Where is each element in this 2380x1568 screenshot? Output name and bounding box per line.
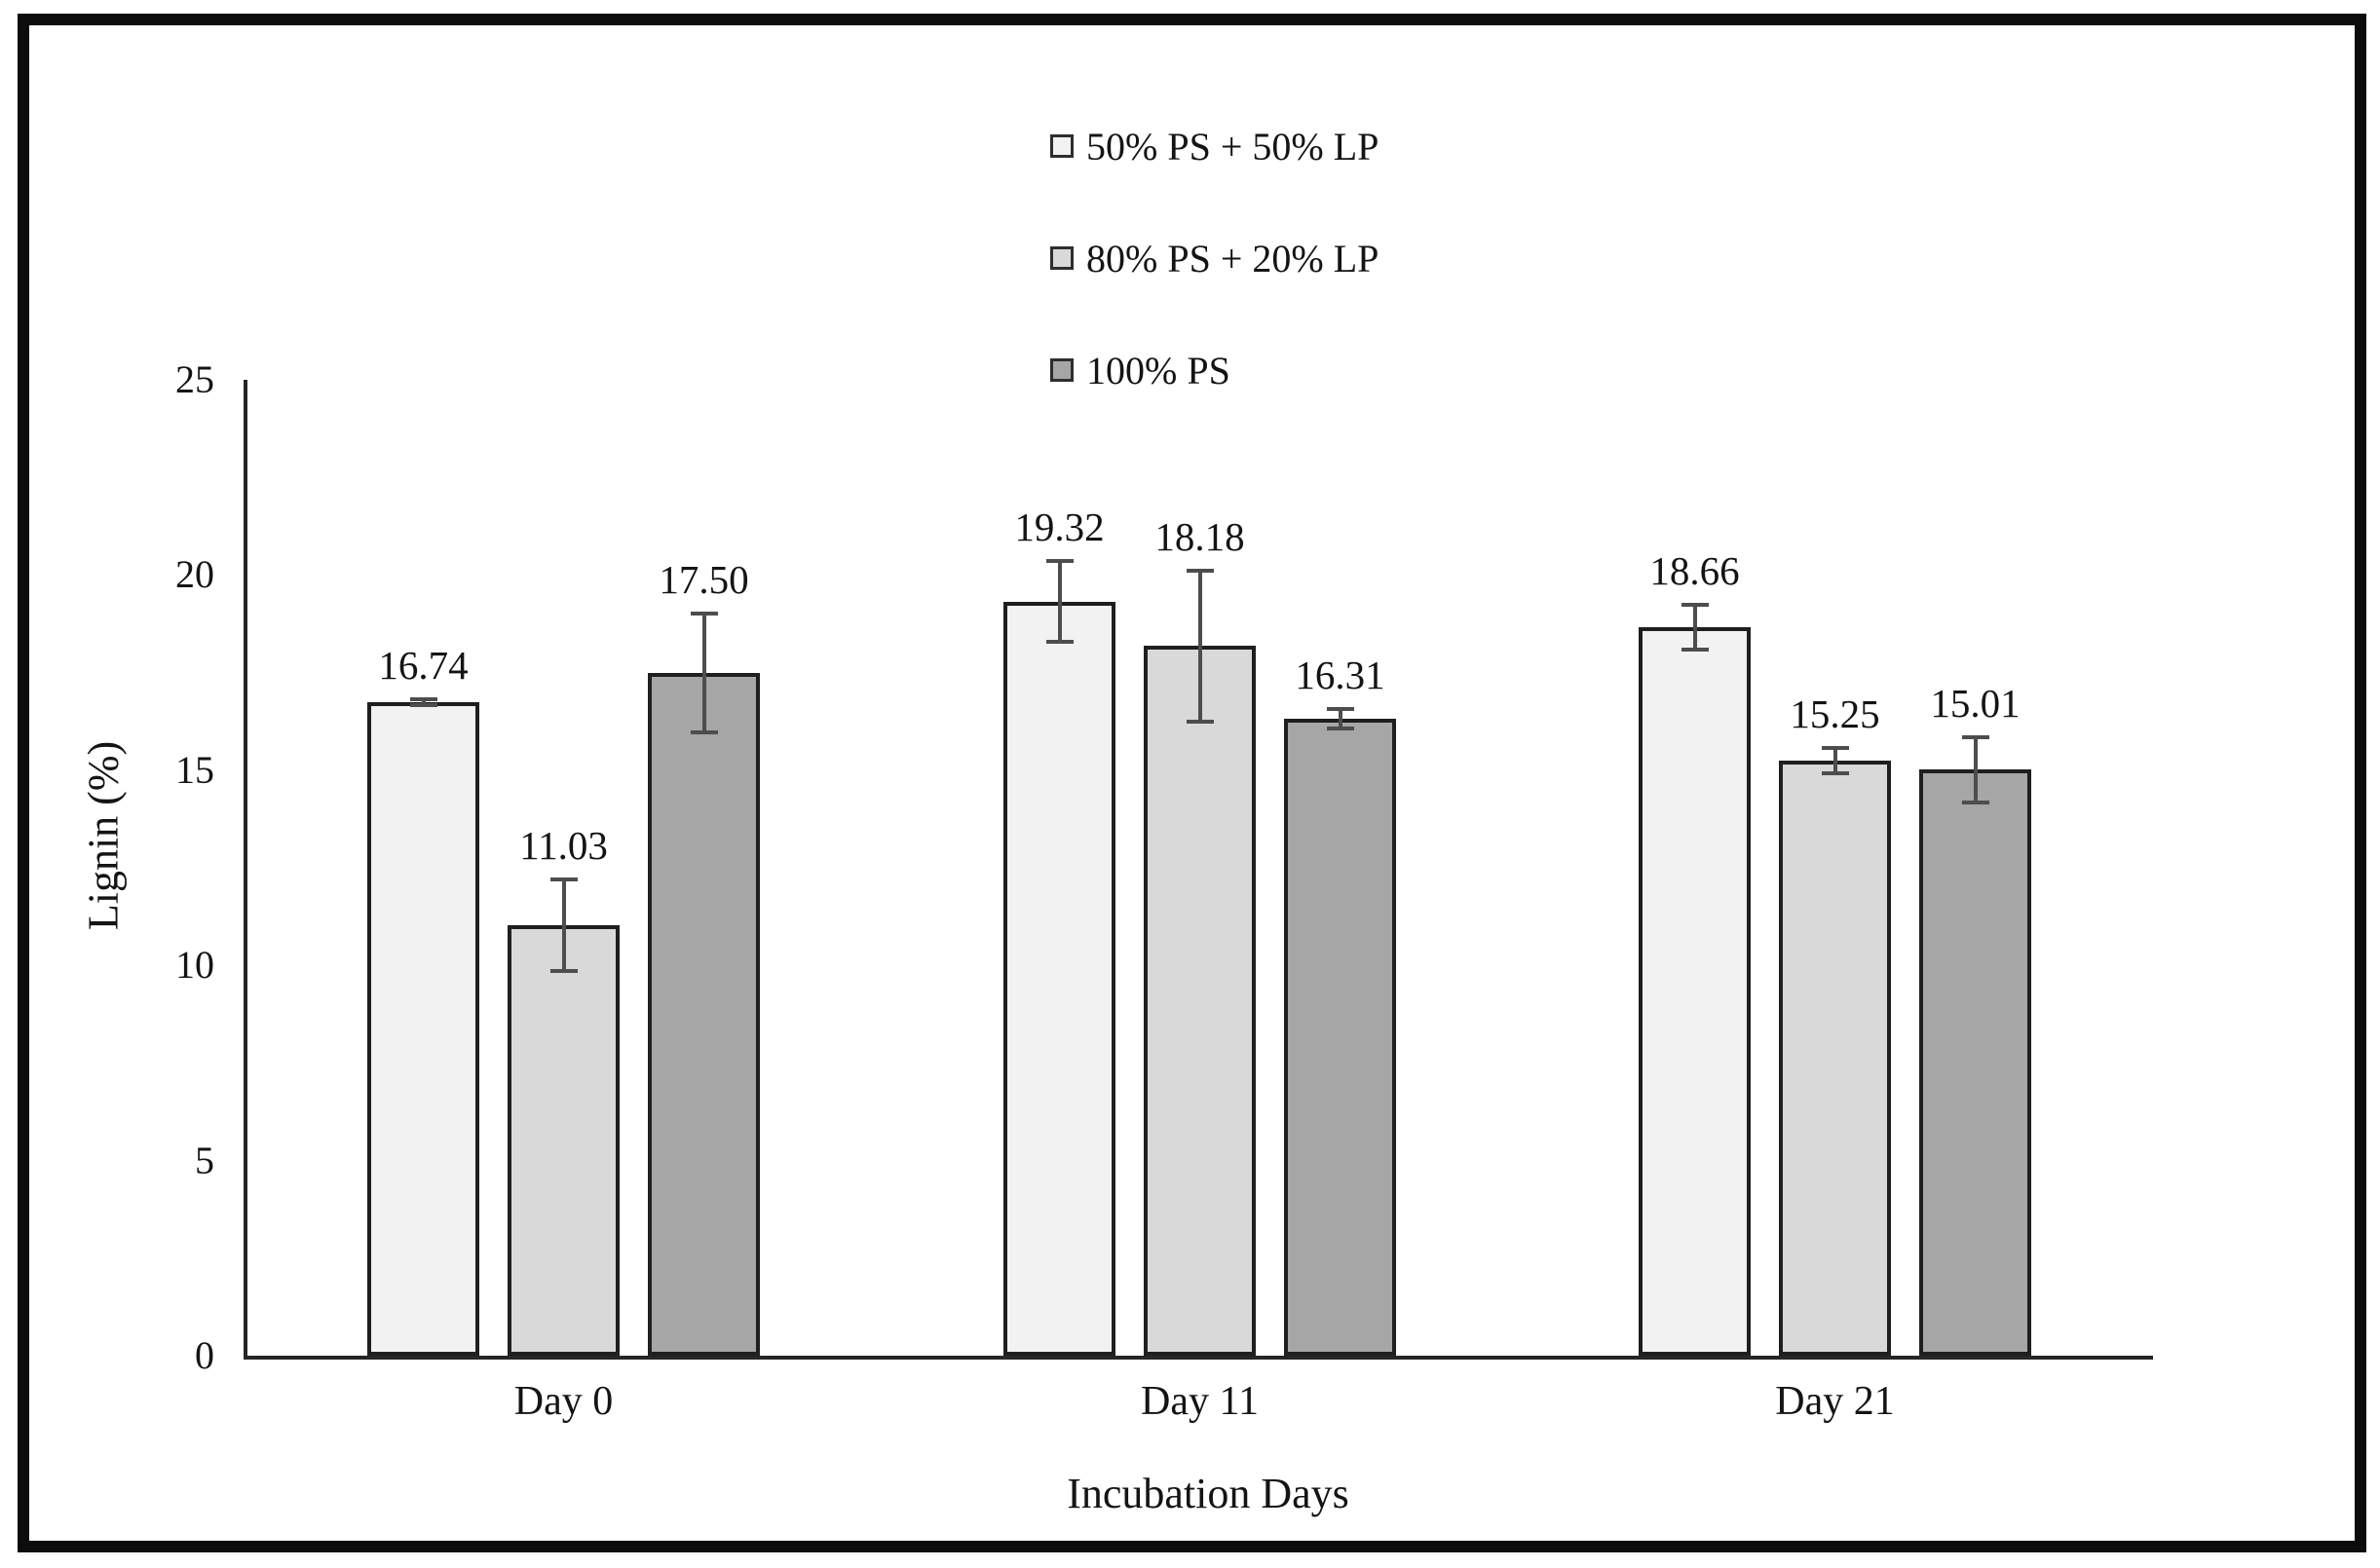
- error-bar: [1045, 559, 1074, 644]
- bar-day0-series2: [508, 924, 620, 1356]
- error-bar-line: [1692, 602, 1697, 653]
- error-bar: [409, 697, 437, 707]
- error-bar-line: [1832, 745, 1837, 775]
- legend-swatch-icon: [1050, 134, 1074, 158]
- error-bar-cap: [1681, 602, 1709, 607]
- bar-value-label: 16.74: [378, 643, 469, 689]
- error-bar-cap: [1186, 568, 1214, 573]
- error-bar: [690, 611, 718, 734]
- error-bar-cap: [690, 729, 718, 734]
- bar-value-label: 18.18: [1154, 513, 1245, 559]
- legend-item-3: 100% PS: [1050, 348, 1379, 392]
- error-bar-cap: [1326, 727, 1354, 731]
- y-tick-label: 5: [195, 1138, 214, 1182]
- error-bar-cap: [1045, 639, 1074, 644]
- error-bar-cap: [409, 697, 437, 702]
- legend-label: 100% PS: [1086, 348, 1230, 392]
- bar-day11-series2: [1144, 646, 1256, 1356]
- bar-value-label: 18.66: [1649, 547, 1740, 593]
- legend-swatch-icon: [1050, 246, 1074, 270]
- error-bar-cap: [1186, 719, 1214, 724]
- bar-day11-series3: [1284, 719, 1396, 1356]
- legend-item-2: 80% PS + 20% LP: [1050, 236, 1379, 280]
- error-bar-cap: [1821, 745, 1849, 750]
- error-bar-cap: [1961, 800, 1989, 804]
- bar-day11-series1: [1003, 601, 1115, 1356]
- bar-value-label: 15.01: [1930, 681, 2021, 727]
- error-bar-cap: [409, 702, 437, 707]
- y-tick-label: 20: [175, 552, 214, 597]
- bar-day21-series2: [1779, 760, 1891, 1356]
- bar-value-label: 15.25: [1790, 691, 1880, 736]
- error-bar-cap: [549, 877, 578, 882]
- error-bar: [1326, 707, 1354, 731]
- legend-label: 50% PS + 50% LP: [1086, 124, 1379, 168]
- error-bar-cap: [549, 968, 578, 973]
- error-bar-line: [421, 697, 426, 707]
- error-bar-line: [1338, 707, 1342, 731]
- bar-value-label: 11.03: [519, 823, 608, 869]
- y-axis-line: [244, 380, 247, 1360]
- x-axis-title: Incubation Days: [1067, 1470, 1349, 1517]
- error-bar: [1186, 568, 1214, 724]
- error-bar: [1961, 735, 1989, 804]
- error-bar-cap: [1326, 707, 1354, 712]
- y-tick-label: 0: [195, 1333, 214, 1377]
- error-bar-line: [701, 611, 706, 734]
- x-tick-label: Day 0: [513, 1379, 614, 1424]
- error-bar-line: [1197, 568, 1202, 724]
- bar-value-label: 16.31: [1295, 653, 1385, 698]
- error-bar-cap: [1961, 735, 1989, 740]
- x-tick-label: Day 11: [1141, 1379, 1259, 1424]
- error-bar-cap: [1045, 559, 1074, 564]
- legend-swatch-icon: [1050, 358, 1074, 382]
- y-tick-label: 10: [175, 943, 214, 988]
- legend-label: 80% PS + 20% LP: [1086, 236, 1379, 280]
- error-bar-cap: [690, 611, 718, 616]
- bar-day21-series1: [1639, 627, 1751, 1356]
- error-bar-cap: [1821, 771, 1849, 775]
- y-tick-label: 15: [175, 747, 214, 792]
- x-axis-line: [246, 1356, 2153, 1360]
- x-tick-label: Day 21: [1775, 1379, 1895, 1424]
- error-bar: [549, 877, 578, 973]
- legend-item-1: 50% PS + 50% LP: [1050, 124, 1379, 168]
- bar-value-label: 17.50: [659, 556, 749, 602]
- bar-day21-series3: [1919, 769, 2031, 1356]
- bar-day0-series3: [648, 672, 760, 1356]
- error-bar: [1681, 602, 1709, 653]
- bar-day0-series1: [367, 702, 479, 1356]
- error-bar-line: [1057, 559, 1062, 644]
- error-bar-line: [1973, 735, 1978, 804]
- error-bar: [1821, 745, 1849, 775]
- legend: 50% PS + 50% LP 80% PS + 20% LP 100% PS: [1050, 124, 1379, 392]
- error-bar-line: [561, 877, 566, 973]
- y-tick-label: 25: [175, 357, 214, 401]
- error-bar-cap: [1681, 648, 1709, 653]
- bar-value-label: 19.32: [1014, 504, 1105, 550]
